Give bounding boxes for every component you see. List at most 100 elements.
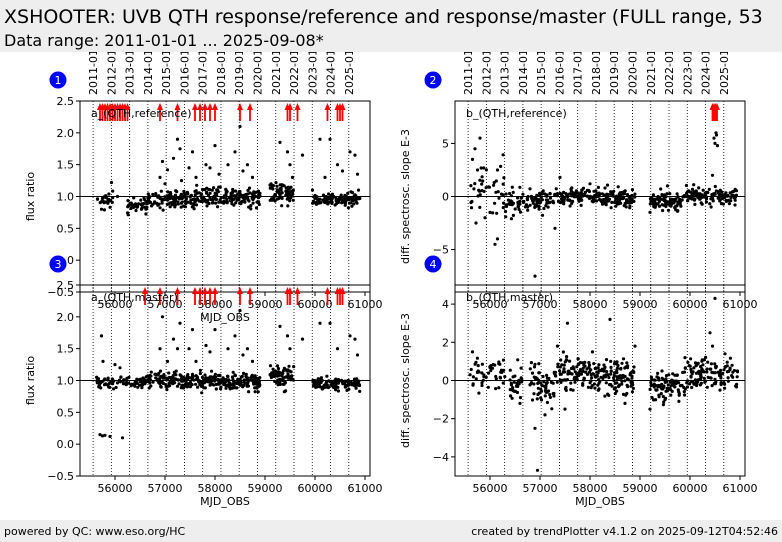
data-point: [663, 199, 667, 203]
data-point: [545, 376, 550, 380]
data-point: [282, 366, 286, 370]
data-point: [355, 172, 360, 176]
data-point: [564, 358, 569, 362]
data-point: [222, 199, 226, 203]
data-point: [108, 434, 112, 439]
data-point: [255, 200, 259, 204]
data-point: [529, 381, 534, 385]
data-point: [138, 377, 143, 381]
data-point: [659, 392, 663, 396]
outlier-arrow-head: [294, 103, 301, 110]
data-point: [226, 163, 230, 167]
data-point: [700, 367, 704, 371]
data-point: [581, 366, 585, 370]
data-point: [353, 198, 357, 202]
data-point: [588, 196, 592, 200]
data-point: [126, 199, 130, 203]
data-point: [231, 198, 235, 202]
data-point: [180, 193, 184, 197]
data-point: [170, 201, 174, 205]
year-label: 2022-01-01: [288, 52, 301, 95]
data-point: [555, 380, 559, 384]
data-point: [489, 364, 493, 368]
data-point: [188, 385, 192, 389]
data-point: [353, 153, 357, 157]
year-label: 2016-01-01: [553, 52, 566, 95]
data-point: [532, 382, 536, 386]
data-point: [727, 202, 732, 206]
data-point: [238, 124, 242, 129]
data-point: [194, 359, 198, 363]
data-point: [282, 382, 286, 386]
data-point: [698, 383, 703, 387]
data-point: [469, 200, 473, 205]
data-point: [350, 383, 354, 387]
data-point: [483, 216, 487, 220]
data-point: [617, 383, 622, 387]
data-point: [511, 213, 515, 217]
outlier-arrow-head: [237, 287, 243, 294]
data-point: [474, 377, 478, 381]
data-point: [237, 190, 241, 194]
data-point: [713, 296, 717, 300]
x-axis-label: MJD_OBS: [575, 495, 625, 508]
data-point: [586, 385, 591, 389]
data-point: [697, 194, 701, 198]
panel-badge: [424, 71, 442, 89]
data-point: [518, 401, 522, 405]
data-point: [218, 380, 222, 384]
data-point: [224, 384, 228, 388]
data-point: [593, 193, 597, 198]
data-point: [477, 188, 481, 192]
data-point: [476, 194, 480, 198]
data-point: [199, 195, 204, 199]
data-point: [558, 175, 562, 179]
data-point: [214, 387, 218, 391]
data-point: [595, 373, 599, 378]
data-point: [723, 352, 727, 356]
data-point: [129, 201, 133, 205]
data-point: [355, 353, 360, 357]
data-point: [587, 365, 591, 370]
data-point: [225, 190, 229, 194]
data-point: [535, 468, 540, 472]
data-point: [242, 383, 246, 388]
data-point: [530, 196, 534, 201]
data-point: [257, 202, 261, 207]
data-point: [542, 379, 546, 383]
header: XSHOOTER: UVB QTH response/reference and…: [0, 0, 782, 52]
data-point: [346, 378, 350, 382]
data-point: [537, 371, 541, 375]
data-point: [154, 376, 158, 380]
panel-annotation: b_(QTH,master): [466, 291, 553, 304]
data-point: [102, 201, 106, 205]
data-point: [130, 382, 134, 386]
data-point: [609, 365, 613, 369]
data-point: [553, 370, 558, 374]
data-point: [133, 384, 137, 388]
data-point: [656, 195, 660, 199]
data-point: [160, 315, 165, 319]
data-point: [200, 199, 204, 203]
data-point: [650, 196, 654, 200]
data-point: [210, 188, 214, 192]
data-point: [607, 197, 612, 201]
year-label: 2012-01-01: [480, 52, 493, 95]
data-point: [676, 209, 680, 213]
data-point: [291, 188, 295, 192]
data-point: [480, 189, 484, 193]
data-point: [619, 201, 623, 205]
data-point: [624, 201, 628, 205]
data-point: [171, 156, 176, 160]
data-point: [166, 198, 170, 202]
data-point: [600, 192, 605, 196]
data-point: [691, 370, 695, 374]
data-point: [551, 392, 555, 396]
y-tick-label: 0.5: [57, 406, 75, 419]
data-point: [559, 380, 563, 384]
data-point: [166, 190, 170, 194]
data-point: [216, 188, 220, 192]
data-point: [186, 191, 190, 196]
data-point: [300, 153, 305, 157]
data-point: [532, 392, 536, 396]
